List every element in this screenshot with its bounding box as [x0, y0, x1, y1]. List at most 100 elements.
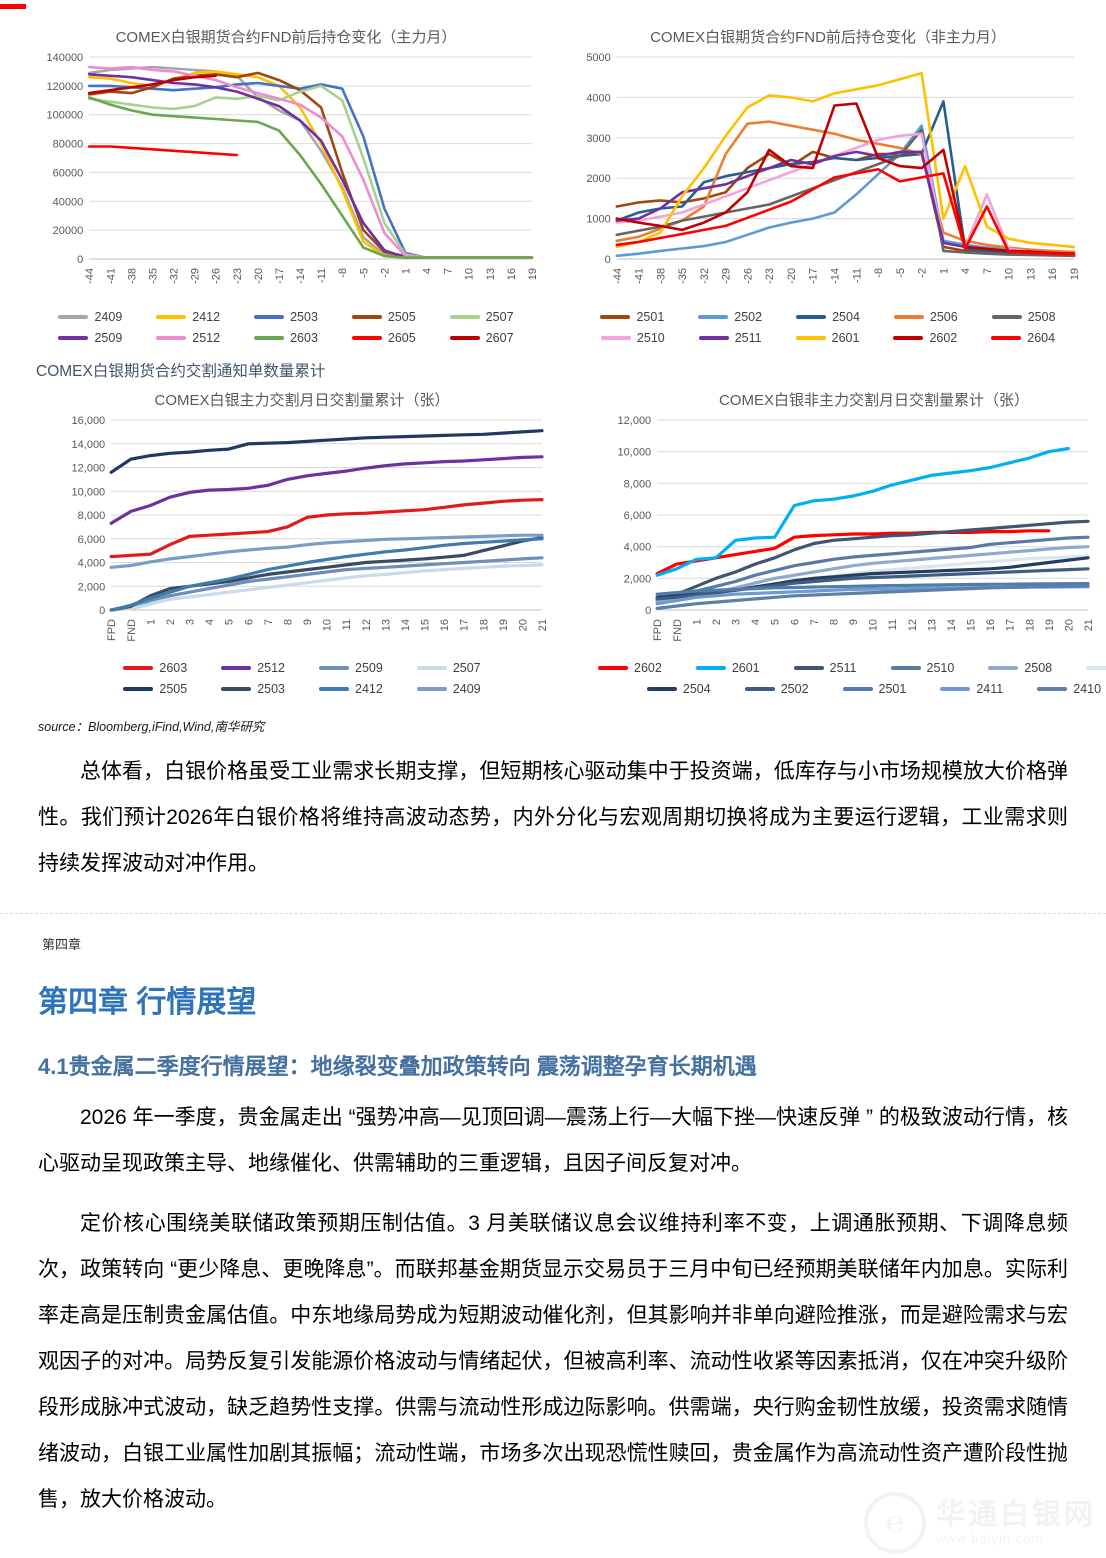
- svg-text:FPD: FPD: [106, 619, 118, 641]
- legend-swatch: [416, 687, 447, 691]
- legend-swatch: [58, 336, 89, 340]
- chart-delivery-cumulative-main: COMEX白银主力交割月日交割量累计（张） 0 2,000 4,000 6,000 8,…: [52, 389, 552, 696]
- legend-item: 2601: [695, 661, 760, 675]
- legend-item: 2601: [795, 331, 860, 345]
- legend-item: 2509: [58, 331, 122, 345]
- watermark-logo-icon: ℮: [863, 1492, 926, 1554]
- svg-text:19: 19: [498, 619, 510, 631]
- chart-svg: 0 20000 40000 60000 80000 100000 120000 140000 -…: [46, 52, 539, 284]
- svg-text:-20: -20: [786, 268, 798, 284]
- charts-row-bottom: COMEX白银主力交割月日交割量累计（张） 0 2,000 4,000 6,000 8,…: [0, 383, 1106, 696]
- legend-label: 2602: [929, 331, 958, 345]
- svg-text:-17: -17: [808, 268, 820, 284]
- svg-text:18: 18: [1024, 619, 1036, 631]
- legend-swatch: [842, 687, 873, 691]
- chart-title: COMEX白银主力交割月日交割量累计（张）: [154, 392, 450, 409]
- svg-text:18: 18: [478, 619, 490, 631]
- chart-canvas: 0 20000 40000 60000 80000 100000 120000 140000 -…: [30, 49, 542, 301]
- chart-fnd-oi-nonmain-month: COMEX白银期货合约FND前后持仓变化（非主力月） 0 1000 2000 3000…: [572, 26, 1084, 345]
- watermark: ℮ 华通白银网 www.baiyin.com: [863, 1492, 1096, 1554]
- svg-text:12,000: 12,000: [72, 463, 106, 475]
- legend-label: 2601: [831, 331, 860, 345]
- svg-text:0: 0: [645, 605, 651, 617]
- legend-label: 2409: [94, 310, 123, 324]
- legend-swatch: [991, 315, 1022, 319]
- svg-text:3: 3: [185, 619, 197, 625]
- svg-text:8,000: 8,000: [624, 478, 652, 490]
- svg-text:1000: 1000: [586, 214, 610, 226]
- svg-text:7: 7: [443, 268, 455, 274]
- svg-text:17: 17: [459, 619, 471, 631]
- legend-item: 2412: [319, 682, 383, 696]
- chart-svg: 0 2,000 4,000 6,000 8,000 10,000 12,000 14,000 1…: [72, 415, 549, 642]
- svg-text:-14: -14: [830, 268, 842, 284]
- svg-text:-32: -32: [699, 268, 711, 284]
- svg-text:9: 9: [302, 619, 314, 625]
- legend-item: 2506: [1086, 661, 1106, 675]
- svg-text:-44: -44: [612, 268, 624, 284]
- svg-text:6,000: 6,000: [624, 510, 652, 522]
- svg-text:-26: -26: [742, 268, 754, 284]
- legend-label: 2607: [485, 331, 514, 345]
- svg-text:8: 8: [828, 619, 840, 625]
- svg-text:-23: -23: [764, 268, 776, 284]
- legend-label: 2508: [1024, 661, 1053, 675]
- svg-text:19: 19: [1044, 619, 1056, 631]
- svg-text:10: 10: [464, 268, 476, 280]
- watermark-url: www.baiyin.com: [935, 1531, 1044, 1547]
- svg-text:14: 14: [946, 619, 958, 631]
- legend-swatch: [1037, 687, 1068, 691]
- paragraph-pricing: 定价核心围绕美联储政策预期压制估值。3 月美联储议息会议维持利率不变，上调通胀预…: [38, 1212, 1068, 1511]
- legend-item: 2409: [416, 682, 481, 696]
- svg-text:40000: 40000: [53, 196, 84, 208]
- legend-swatch: [890, 666, 921, 670]
- legend-item: 2501: [600, 310, 664, 324]
- chart-canvas: 0 2,000 4,000 6,000 8,000 10,000 12,000 FPD FND 1…: [598, 412, 1106, 652]
- legend-item: 2502: [744, 682, 809, 696]
- svg-text:17: 17: [1005, 619, 1017, 631]
- legend-swatch: [646, 687, 677, 691]
- legend-item: 2409: [58, 310, 122, 324]
- svg-text:15: 15: [420, 619, 432, 631]
- svg-text:16: 16: [506, 268, 518, 280]
- legend-item: 2502: [698, 310, 762, 324]
- svg-text:5000: 5000: [586, 52, 610, 64]
- chart-legend: 2602 2601 2511 2510 2508 2506 2504 2502 2501 2411…: [598, 654, 1106, 696]
- svg-text:-11: -11: [316, 268, 328, 283]
- legend-item: 2512: [156, 331, 220, 345]
- legend-item: 2412: [156, 310, 220, 324]
- legend-swatch: [796, 315, 827, 319]
- legend-item: 2602: [598, 661, 662, 675]
- section-divider: [0, 913, 1106, 914]
- legend-swatch: [123, 687, 154, 691]
- legend-item: 2505: [123, 682, 187, 696]
- legend-label: 2509: [94, 331, 123, 345]
- svg-text:16: 16: [1047, 268, 1059, 280]
- legend-item: 2507: [449, 310, 514, 324]
- delivery-notice-section-label: COMEX白银期货合约交割通知单数量累计: [36, 363, 326, 380]
- svg-text:10,000: 10,000: [618, 447, 652, 459]
- chart-legend: 2409 2412 2503 2505 2507 2509 2512 2603 2605 2607: [30, 303, 542, 345]
- legend-label: 2506: [929, 310, 958, 324]
- chart-canvas: 0 2,000 4,000 6,000 8,000 10,000 12,000 14,000 1…: [52, 412, 552, 652]
- svg-text:8: 8: [282, 619, 294, 625]
- legend-label: 2409: [452, 682, 481, 696]
- legend-swatch: [793, 666, 824, 670]
- legend-swatch: [319, 666, 349, 670]
- svg-text:15: 15: [966, 619, 978, 631]
- legend-swatch: [1086, 666, 1106, 670]
- chart-title: COMEX白银期货合约FND前后持仓变化（主力月）: [115, 29, 457, 46]
- legend-swatch: [156, 315, 187, 319]
- svg-text:20: 20: [517, 619, 529, 631]
- svg-text:13: 13: [380, 619, 392, 631]
- svg-text:-38: -38: [126, 268, 138, 284]
- legend-row: 2510 2511 2601 2602 2604: [572, 331, 1084, 345]
- legend-item: 2507: [416, 661, 481, 675]
- legend-swatch: [695, 666, 726, 670]
- svg-text:5: 5: [224, 619, 236, 625]
- legend-label: 2412: [192, 310, 221, 324]
- svg-text:7: 7: [263, 619, 275, 625]
- legend-label: 2410: [1073, 682, 1102, 696]
- svg-text:FND: FND: [126, 619, 138, 642]
